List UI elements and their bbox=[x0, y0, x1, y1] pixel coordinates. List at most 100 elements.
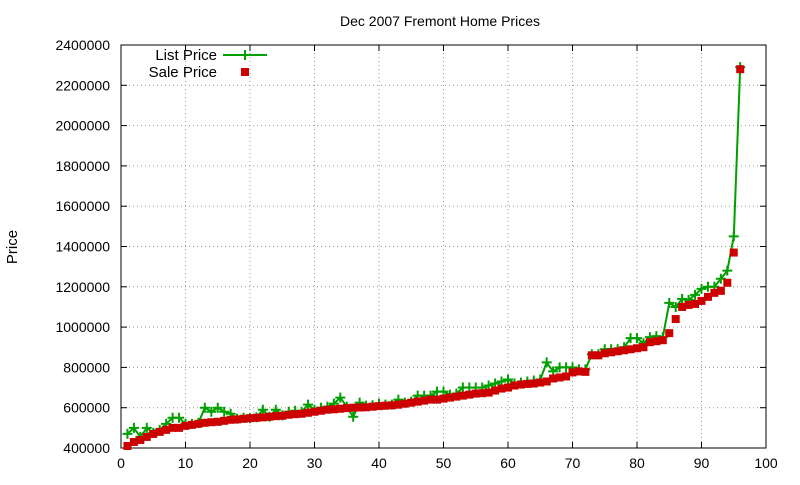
y-tick-label: 1000000 bbox=[55, 319, 110, 335]
sale-price-point bbox=[736, 65, 745, 74]
sale-price-point bbox=[168, 423, 177, 432]
list-price-point bbox=[174, 412, 185, 423]
sale-price-point bbox=[587, 351, 596, 360]
sale-price-point bbox=[381, 401, 390, 410]
y-tick-label: 1800000 bbox=[55, 158, 110, 174]
x-tick-label: 90 bbox=[694, 455, 710, 471]
sale-price-point bbox=[194, 419, 203, 428]
sale-price-point bbox=[645, 338, 654, 347]
sale-price-point bbox=[258, 413, 267, 422]
sale-price-point bbox=[536, 378, 545, 387]
x-tick-label: 20 bbox=[242, 455, 258, 471]
x-tick-label: 50 bbox=[436, 455, 452, 471]
sale-price-point bbox=[633, 344, 641, 353]
list-price-line bbox=[126, 67, 742, 438]
sale-price-point bbox=[420, 396, 429, 405]
sale-price-point bbox=[349, 403, 358, 412]
sale-price-point bbox=[723, 278, 732, 287]
sale-price-point bbox=[716, 286, 725, 295]
sale-price-point bbox=[342, 404, 351, 413]
sale-price-point bbox=[523, 379, 532, 388]
sale-price-point bbox=[478, 389, 487, 398]
sale-price-point bbox=[368, 402, 377, 411]
sale-price-point bbox=[671, 315, 680, 324]
x-tick-label: 100 bbox=[754, 455, 778, 471]
sale-price-point bbox=[652, 337, 661, 346]
list-price-point bbox=[690, 289, 701, 300]
sale-price-point bbox=[278, 411, 287, 420]
sale-price-point bbox=[233, 415, 242, 424]
sale-price-point bbox=[162, 425, 171, 434]
list-price-point bbox=[696, 283, 707, 294]
sale-price-point bbox=[136, 435, 145, 444]
sale-price-point bbox=[239, 414, 248, 423]
list-price-point bbox=[122, 428, 133, 439]
sale-price-point bbox=[458, 391, 467, 400]
list-price-point bbox=[128, 422, 139, 433]
sale-price-point bbox=[562, 372, 571, 381]
sale-price-point bbox=[297, 409, 306, 418]
list-price-point bbox=[503, 374, 513, 385]
x-tick-label: 0 bbox=[117, 455, 125, 471]
sale-price-point bbox=[594, 351, 603, 360]
sale-price-point bbox=[271, 412, 280, 421]
sale-price-point bbox=[542, 377, 551, 386]
sale-price-point bbox=[213, 417, 222, 426]
list-price-point bbox=[335, 392, 346, 403]
sale-price-point bbox=[471, 389, 480, 398]
sale-price-point bbox=[613, 347, 622, 356]
sale-price-point bbox=[600, 349, 609, 358]
sale-price-point bbox=[729, 248, 738, 257]
y-tick-label: 2000000 bbox=[55, 118, 110, 134]
sale-price-point bbox=[246, 414, 254, 423]
sale-price-point bbox=[555, 373, 564, 382]
x-tick-label: 30 bbox=[307, 455, 323, 471]
sale-price-point bbox=[175, 423, 184, 432]
sale-price-point bbox=[703, 292, 712, 301]
sale-price-point bbox=[375, 402, 383, 411]
sale-price-point bbox=[529, 379, 538, 388]
series-layer bbox=[122, 62, 746, 450]
sale-price-point bbox=[626, 345, 635, 354]
sale-price-point bbox=[574, 367, 583, 376]
sale-price-point bbox=[187, 420, 196, 429]
sale-price-point bbox=[710, 288, 719, 297]
sale-price-point bbox=[620, 346, 629, 355]
sale-price-point bbox=[155, 427, 164, 436]
y-tick-label: 2200000 bbox=[55, 77, 110, 93]
list-price-point bbox=[212, 402, 223, 413]
sale-price-point bbox=[316, 406, 325, 415]
sale-price-point bbox=[394, 400, 403, 409]
sale-price-point bbox=[387, 401, 396, 410]
sale-price-point bbox=[639, 343, 648, 352]
sale-price-point bbox=[226, 415, 235, 424]
sale-price-point bbox=[362, 403, 371, 412]
sale-price-point bbox=[329, 405, 338, 414]
list-price-point bbox=[728, 231, 739, 242]
chart-title: Dec 2007 Fremont Home Prices bbox=[340, 13, 540, 29]
sale-price-point bbox=[400, 399, 409, 408]
sale-price-point bbox=[426, 395, 435, 404]
sale-price-point bbox=[678, 302, 687, 311]
sale-price-point bbox=[284, 410, 293, 419]
sale-price-point bbox=[697, 296, 706, 305]
list-price-point bbox=[632, 333, 642, 344]
y-tick-label: 1600000 bbox=[55, 198, 110, 214]
list-price-point bbox=[541, 357, 552, 368]
sale-price-point bbox=[129, 437, 138, 446]
sale-price-point bbox=[504, 383, 512, 392]
sale-price-point bbox=[220, 416, 229, 425]
list-price-point bbox=[677, 293, 688, 304]
list-price-point bbox=[219, 406, 230, 417]
list-price-point bbox=[303, 399, 314, 410]
sale-price-point bbox=[323, 405, 332, 414]
y-tick-label: 600000 bbox=[63, 400, 110, 416]
sale-price-point bbox=[336, 404, 345, 413]
sale-price-point bbox=[658, 336, 667, 345]
sale-price-point bbox=[684, 300, 693, 309]
sale-price-point bbox=[484, 388, 493, 397]
list-price-point bbox=[715, 273, 726, 284]
x-tick-label: 40 bbox=[371, 455, 387, 471]
